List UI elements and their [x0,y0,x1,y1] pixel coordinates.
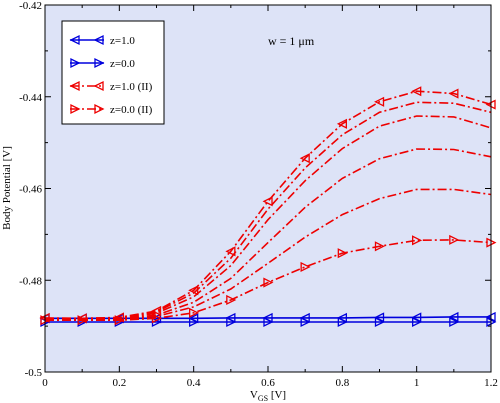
x-tick-label: 0.2 [112,377,126,389]
series-point [448,88,459,99]
legend-item: z=0.0 (II) [70,103,153,116]
series-point [114,315,125,326]
series-point [263,277,274,288]
x-axis-label-unit: [V] [268,389,286,401]
x-axis-label-sub: GS [258,394,268,403]
series-point [189,307,200,318]
legend-label: z=0.0 (II) [110,104,153,116]
x-tick-label: 0 [42,377,48,389]
legend: z=1.0 z=0.0 z=1.0 (II) z=0.0 (II) [61,20,165,125]
legend-label: z=1.0 (II) [110,81,153,93]
x-tick-label: 0.4 [187,377,201,389]
series-6 [45,188,492,321]
series-point [449,316,460,328]
series-point [337,316,348,328]
series-point [300,316,311,328]
legend-item: z=1.0 [69,34,135,47]
series-point [225,246,236,257]
series-point [412,235,423,246]
annotation: w = 1 μm [268,34,315,48]
x-tick-label: 0.6 [261,377,275,389]
y-tick-label: -0.42 [19,0,42,12]
series-point [299,153,310,164]
series-point [151,305,162,317]
y-axis-label: Body Potential [V] [1,146,13,230]
x-tick-label: 0.8 [335,377,349,389]
ticks-layer: 0 0.2 0.4 0.6 0.8 1 1.2 -0.5 -0.48 -0.46 -0.44 -0.4… [19,0,498,389]
series-point [189,316,200,328]
y-tick-label: -0.5 [25,367,43,379]
series-point [337,248,348,259]
series-point [374,241,385,252]
series-line [45,188,492,321]
series-point [151,313,162,324]
x-axis-label: VGS [V] [250,389,286,403]
series-point [374,316,385,328]
series-point [300,261,311,272]
legend-marker [70,103,81,115]
legend-label: z=0.0 [110,58,135,70]
legend-label: z=1.0 [110,35,135,47]
series-point [411,86,422,97]
legend-marker [94,57,105,69]
legend-marker [69,34,80,46]
series-point [226,294,237,306]
series-point [449,234,460,245]
legend-marker [69,80,80,92]
series-point [77,315,88,326]
series-point [263,316,274,328]
series-point [374,96,385,107]
series-point [262,196,273,207]
legend-marker [93,80,104,92]
x-axis-label-main: V [250,389,258,401]
y-tick-label: -0.44 [19,92,42,104]
x-tick-label: 1.2 [484,377,498,389]
x-tick-label: 1 [414,377,420,389]
y-tick-label: -0.46 [19,184,42,196]
legend-marker [93,34,104,46]
legend-marker [70,57,81,69]
series-line [45,239,492,322]
legend-item: z=0.0 [70,57,135,70]
series-layer [39,86,497,328]
legend-items: z=1.0 z=0.0 z=1.0 (II) z=0.0 (II) [69,34,153,116]
y-tick-label: -0.48 [19,275,42,287]
legend-marker [94,103,105,115]
series-point [336,118,347,129]
legend-item: z=1.0 (II) [69,80,153,93]
series-point [448,311,459,323]
series-point [412,316,423,328]
series-point [226,316,237,328]
